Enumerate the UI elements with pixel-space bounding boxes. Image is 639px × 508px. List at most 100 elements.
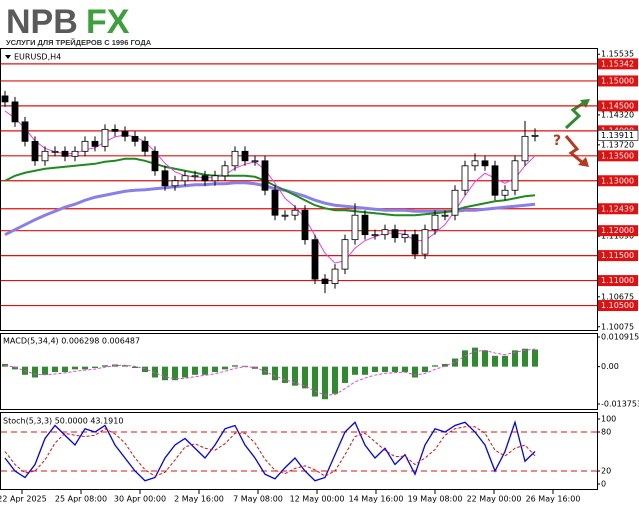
macd-bar <box>62 366 68 373</box>
candle-body <box>41 150 49 162</box>
y-tick-label: 1.13720 <box>601 140 634 149</box>
macd-bar <box>212 366 218 373</box>
panel-title: MACD(5,34,4) 0.006298 0.006487 <box>3 337 140 346</box>
main-panel <box>0 48 598 331</box>
candle-body <box>101 128 109 147</box>
macd-bar <box>42 366 48 375</box>
arrow-down-head <box>578 157 589 167</box>
candle-body <box>231 150 239 167</box>
macd-bar <box>172 366 178 381</box>
logo-right: FX <box>86 3 130 41</box>
level-label: 1.13500 <box>601 151 634 160</box>
level-label: 1.15342 <box>601 59 634 68</box>
level-label-box <box>598 100 638 112</box>
logo-left: NPB <box>6 3 78 41</box>
x-tick-label: 22 Apr 2025 <box>0 495 47 504</box>
macd-bar <box>402 366 408 373</box>
level-label-box <box>598 250 638 262</box>
candle-body <box>301 209 309 241</box>
macd-bar <box>332 366 338 394</box>
stoch-signal <box>4 426 536 477</box>
macd-bar <box>232 365 238 367</box>
macd-bar <box>422 366 428 373</box>
candle-body <box>51 150 59 153</box>
macd-bar <box>282 366 288 383</box>
candle-body <box>411 234 419 255</box>
candle-body <box>201 175 209 182</box>
level-label: 1.13000 <box>601 176 634 185</box>
x-tick-label: 12 May 00:00 <box>290 495 345 504</box>
candle-body <box>11 101 19 123</box>
level-label-box <box>598 203 638 215</box>
macd-bar <box>12 366 18 370</box>
macd-bar <box>452 358 458 367</box>
candle-body <box>321 278 329 284</box>
stoch-panel <box>0 412 598 490</box>
macd-bar <box>132 366 138 369</box>
candle-body <box>31 140 39 162</box>
level-label: 1.14500 <box>601 101 634 110</box>
candle-body <box>481 160 489 167</box>
candle-body <box>81 140 89 152</box>
y-tick-label: 0 <box>601 480 606 489</box>
moving-average <box>4 110 536 264</box>
candle-body <box>141 140 149 152</box>
macd-bar <box>352 366 358 375</box>
candle-body <box>341 239 349 270</box>
x-tick-label: 22 May 00:00 <box>467 495 522 504</box>
level-label-box <box>598 75 638 87</box>
macd-bar <box>442 363 448 367</box>
candle-body <box>271 189 279 216</box>
macd-bar <box>102 365 108 367</box>
candle-body <box>331 268 339 284</box>
candle-body <box>431 214 439 231</box>
y-tick-label: 100 <box>601 415 616 424</box>
x-tick-label: 2 May 16:00 <box>174 495 224 504</box>
x-tick-label: 7 May 08:00 <box>233 495 283 504</box>
y-tick-label: 1.14320 <box>601 110 634 119</box>
macd-bar <box>142 366 148 373</box>
macd-bar <box>502 355 508 367</box>
candle-body <box>451 189 459 216</box>
candle-body <box>461 165 469 191</box>
y-tick-label: 80 <box>601 428 611 437</box>
x-tick-label: 19 May 08:00 <box>408 495 463 504</box>
macd-panel <box>0 333 598 410</box>
arrow-down <box>564 135 584 165</box>
candle-body <box>1 95 9 103</box>
y-tick-label: 0.00 <box>601 362 619 371</box>
level-label: 1.10500 <box>601 301 634 310</box>
macd-bar <box>492 355 498 367</box>
level-label-box <box>598 58 638 70</box>
candle-body <box>241 150 249 162</box>
macd-bar <box>412 366 418 378</box>
moving-average <box>4 157 536 217</box>
annotation: ? <box>553 133 561 149</box>
candle-body <box>291 209 299 216</box>
level-label-box <box>598 275 638 287</box>
level-label-box <box>598 175 638 187</box>
level-label-box <box>598 300 638 312</box>
level-label: 1.11000 <box>601 276 634 285</box>
candle-body <box>71 150 79 157</box>
macd-bar <box>482 350 488 367</box>
macd-bar <box>312 366 318 397</box>
y-tick-label: 1.10675 <box>601 292 634 301</box>
level-label-box <box>598 150 638 162</box>
candle-body <box>371 234 379 237</box>
candle-body <box>251 160 259 163</box>
candle-body <box>151 150 159 172</box>
x-tick-label: 26 May 16:00 <box>526 495 581 504</box>
macd-bar <box>192 366 198 375</box>
candle-body <box>111 128 119 132</box>
macd-bar <box>262 366 268 375</box>
macd-bar <box>512 350 518 367</box>
macd-bar <box>432 365 438 367</box>
symbol-icon <box>5 55 11 59</box>
macd-bar <box>32 366 38 378</box>
candle-body <box>381 229 389 236</box>
y-tick-label: 1.10075 <box>601 322 634 331</box>
candle-body <box>211 175 219 182</box>
candle-body <box>391 229 399 239</box>
macd-bar <box>152 366 158 378</box>
